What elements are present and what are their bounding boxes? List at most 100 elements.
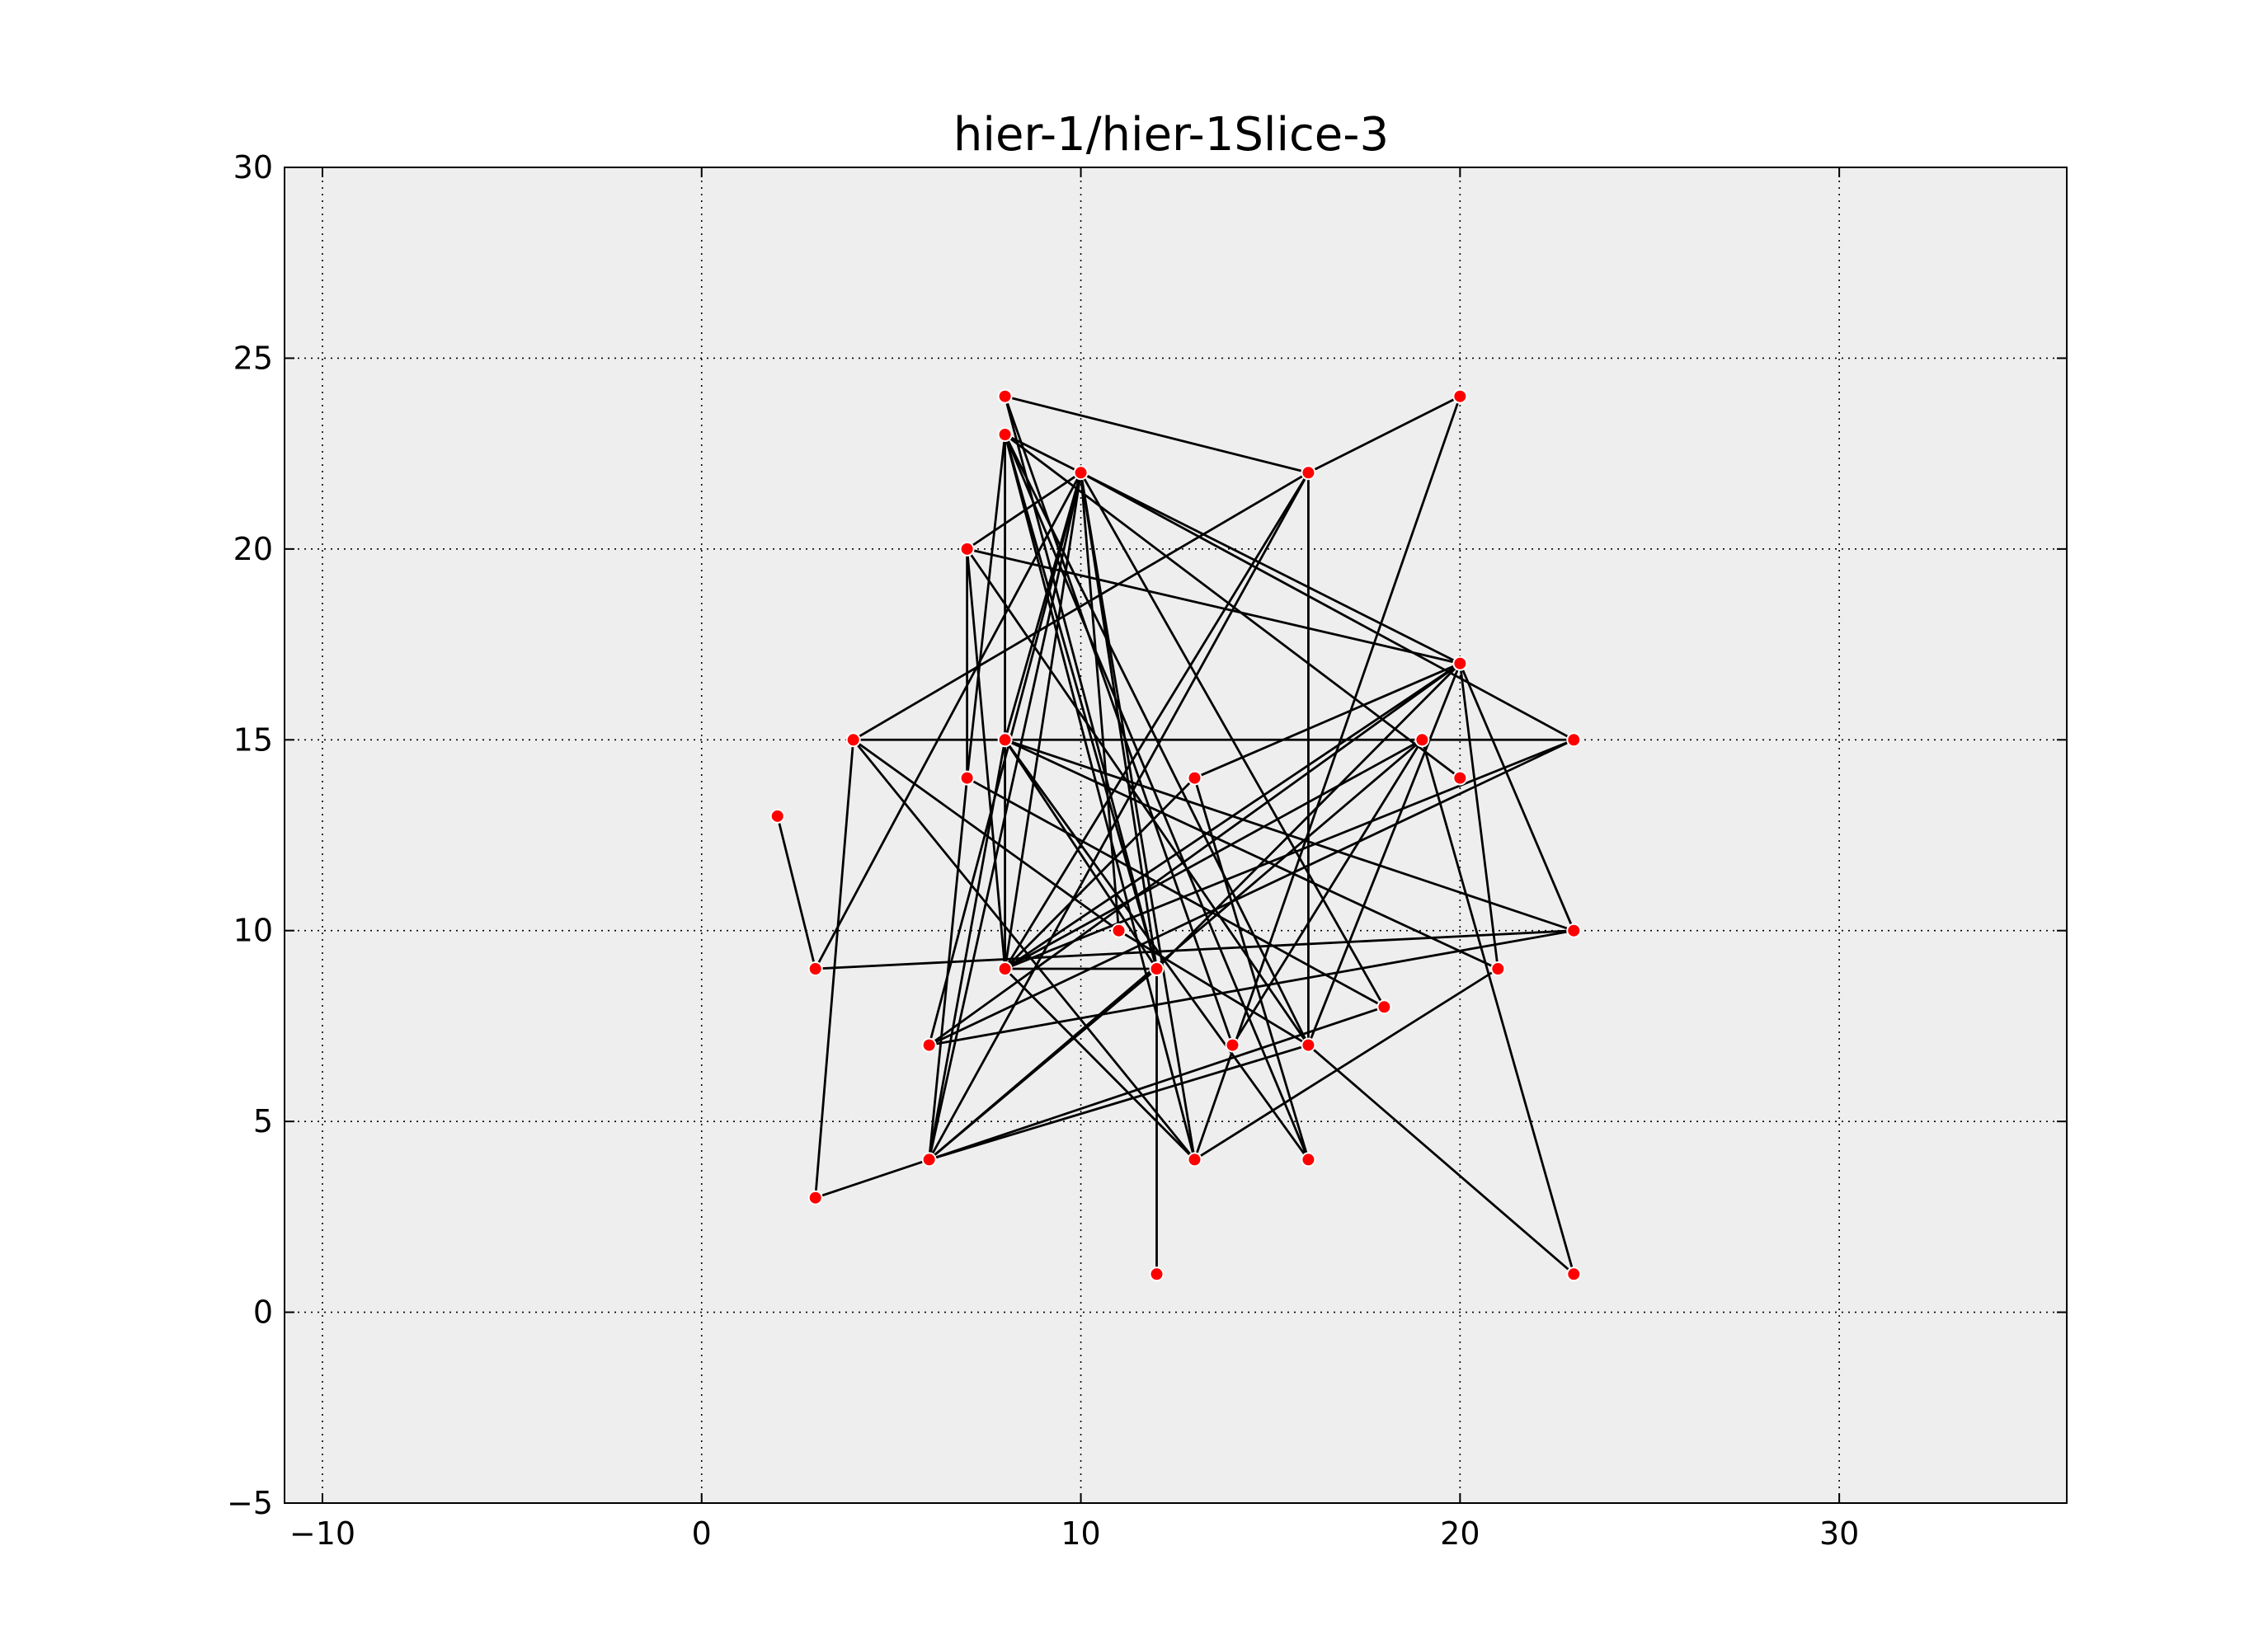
- graph-edge: [1004, 434, 1310, 1160]
- graph-node: [997, 732, 1013, 748]
- graph-node: [997, 961, 1013, 976]
- graph-node: [807, 961, 823, 976]
- graph-edge: [1004, 739, 1158, 970]
- graph-node: [1452, 388, 1468, 404]
- graph-node: [959, 541, 975, 557]
- graph-edge: [928, 472, 1082, 1045]
- graph-edge: [1004, 396, 1158, 970]
- graph-node: [1187, 770, 1202, 786]
- graph-edge: [966, 548, 1310, 1046]
- graph-edge: [1005, 738, 1574, 933]
- graph-node: [845, 732, 861, 748]
- graph-edge: [814, 472, 1082, 970]
- graph-edge: [929, 929, 1574, 1046]
- x-tick-label: 10: [1061, 1515, 1100, 1552]
- graph-edge: [1005, 395, 1309, 474]
- graph-edge: [929, 1044, 1309, 1161]
- graph-edge: [852, 472, 1310, 741]
- graph-node: [1301, 1152, 1316, 1167]
- graph-edge: [1459, 663, 1575, 932]
- x-tick-label: 30: [1819, 1515, 1859, 1552]
- graph-edge: [1080, 472, 1461, 665]
- graph-edge: [966, 472, 1082, 551]
- x-tick-label: −10: [289, 1515, 355, 1552]
- graph-edge: [1458, 663, 1499, 970]
- graph-node: [1566, 923, 1582, 938]
- graph-edge: [966, 777, 1386, 1008]
- graph-edge: [1118, 929, 1310, 1046]
- y-tick-label: −5: [227, 1485, 273, 1521]
- graph-node: [997, 427, 1013, 442]
- y-tick-label: 5: [253, 1103, 273, 1139]
- graph-edge: [1307, 395, 1461, 474]
- x-tick-label: 20: [1440, 1515, 1480, 1552]
- graph-edge: [776, 815, 817, 970]
- y-tick-label: 30: [233, 149, 273, 186]
- graph-edge: [928, 740, 1006, 1160]
- graph-edge: [967, 547, 1461, 665]
- graph-edge: [1307, 663, 1461, 1046]
- y-tick-label: 15: [233, 721, 273, 758]
- graph-node: [1490, 961, 1506, 976]
- graph-edge: [1004, 777, 1196, 970]
- chart-title: hier-1/hier-1Slice-3: [953, 108, 1389, 162]
- y-tick-label: 10: [233, 913, 273, 949]
- graph-node: [1149, 961, 1165, 976]
- graph-edge: [1231, 739, 1423, 1046]
- graph-edge: [1080, 472, 1120, 931]
- graph-edge: [815, 1158, 930, 1200]
- y-tick-label: 25: [233, 340, 273, 376]
- graph-node: [769, 808, 785, 824]
- graph-edge: [1307, 1044, 1575, 1276]
- graph-edge: [1004, 433, 1082, 474]
- graph-node: [1073, 465, 1089, 481]
- graph-edge: [1193, 396, 1461, 1160]
- edge-layer: [776, 395, 1575, 1276]
- graph-node: [807, 1190, 823, 1205]
- graph-edge: [1193, 967, 1499, 1161]
- graph-node: [1452, 655, 1468, 671]
- graph-node: [1225, 1037, 1240, 1053]
- axis-ticks: [285, 167, 2067, 1504]
- graph-edge: [1193, 662, 1461, 779]
- graph-node: [1301, 465, 1316, 481]
- graph-edge: [928, 778, 969, 1160]
- graph-edge: [1004, 472, 1082, 740]
- y-tick-label: 20: [233, 531, 273, 567]
- graph-edge: [966, 548, 1006, 970]
- graph-node: [997, 388, 1013, 404]
- graph-edge: [966, 434, 1006, 778]
- plot-area: [284, 167, 2068, 1504]
- y-axis-tick-labels: −5 0 5 10 15 20 25 30: [227, 149, 273, 1521]
- graph-edge: [1004, 739, 1423, 970]
- graph-edge: [929, 739, 1574, 1046]
- y-tick-label: 0: [253, 1294, 273, 1331]
- graph-edge: [928, 967, 1158, 1161]
- graph-edge: [1004, 434, 1158, 970]
- graph-node: [1566, 1266, 1582, 1282]
- graph-edge: [1004, 433, 1461, 779]
- graph-node: [1301, 1037, 1316, 1053]
- graph-node: [959, 770, 975, 786]
- graph-edge: [1080, 472, 1196, 1160]
- graph-node: [1566, 732, 1582, 748]
- graph-node: [1376, 999, 1392, 1015]
- graph-edge: [1005, 739, 1499, 970]
- graph-node: [1414, 732, 1430, 748]
- x-axis-tick-labels: −10 0 10 20 30: [289, 1515, 1859, 1552]
- graph-edge: [929, 1005, 1385, 1161]
- graph-node: [921, 1037, 937, 1053]
- plot-frame: [284, 167, 2068, 1504]
- graph-edge: [1004, 472, 1082, 970]
- graph-edge: [1421, 739, 1575, 1275]
- graph-node: [1452, 770, 1468, 786]
- graph-edge: [928, 472, 1310, 1161]
- graph-edge: [928, 472, 1082, 1160]
- x-tick-label: 0: [692, 1515, 712, 1552]
- graph-edge: [1004, 739, 1310, 1161]
- graph-edge: [1004, 968, 1196, 1161]
- graph-edge: [1193, 778, 1310, 1160]
- graph-edge: [1155, 662, 1461, 970]
- node-layer: [769, 388, 1582, 1282]
- graph-node: [1187, 1152, 1202, 1167]
